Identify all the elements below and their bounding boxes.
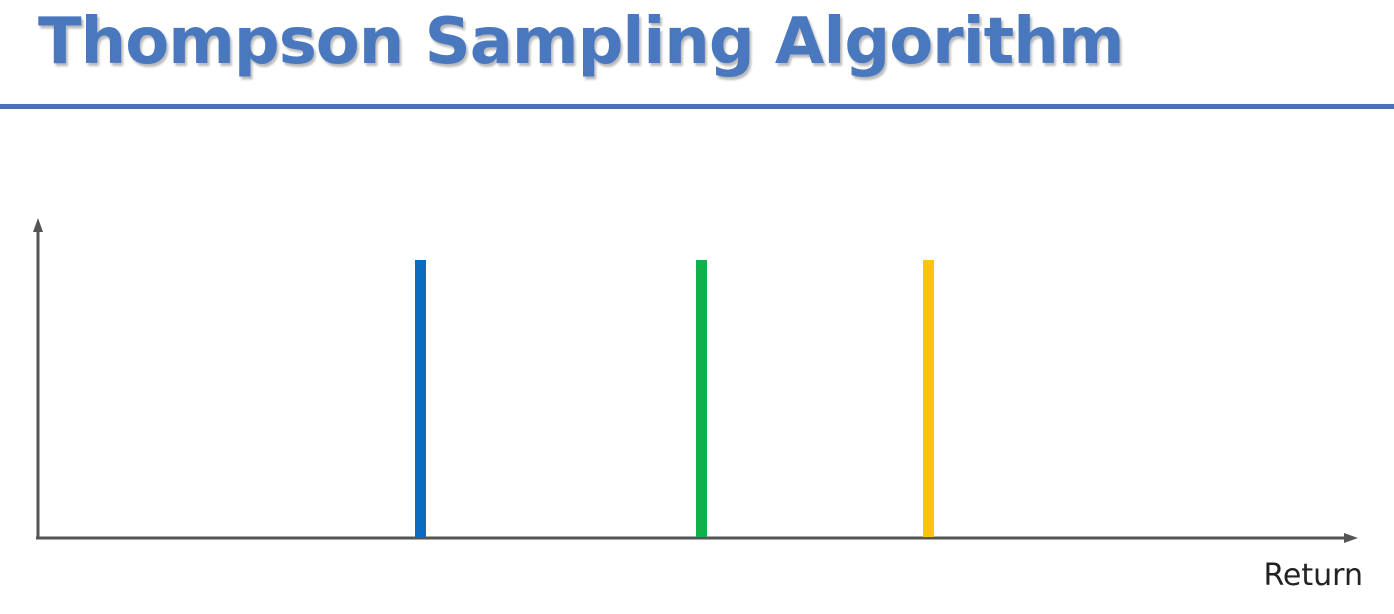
x-axis-arrowhead [1344,533,1358,543]
title-underline [0,104,1394,109]
green-machine-line [696,260,707,537]
y-axis-arrowhead [33,218,43,232]
slide-title: Thompson Sampling Algorithm [38,5,1124,79]
x-axis-label: Return [1263,558,1363,593]
blue-machine-line [415,260,426,537]
yellow-machine-line [923,260,934,537]
